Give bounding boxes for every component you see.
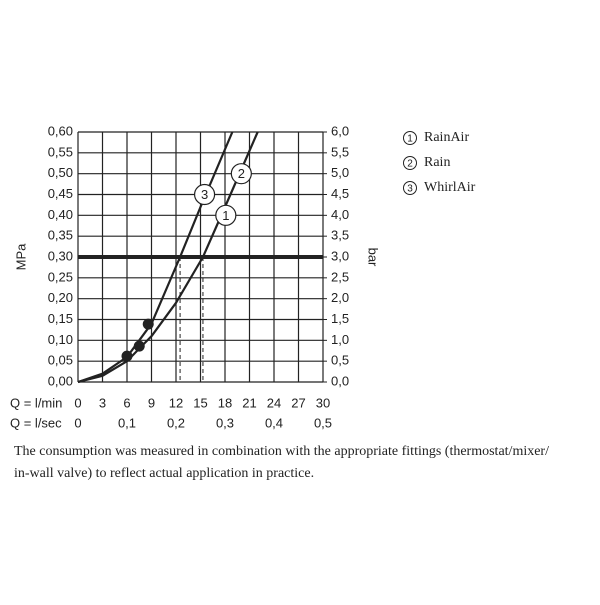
legend-label: Rain [424, 155, 450, 170]
y2-tick-label: 3,5 [331, 228, 349, 243]
annotation: 3 [201, 187, 208, 202]
x2-tick-label: 0,2 [167, 415, 185, 430]
x-axis-label: Q = l/min [10, 395, 62, 410]
legend-number: 2 [407, 159, 413, 170]
annotation-circle [193, 183, 216, 206]
y2-tick-label: 1,0 [331, 332, 349, 347]
y2-tick-label: 2,0 [331, 290, 349, 305]
annotation: 1 [222, 208, 229, 223]
footnote: in-wall valve) to reflect actual applica… [14, 466, 314, 481]
x-tick-label: 0 [74, 395, 81, 410]
x2-tick-label: 0,5 [314, 415, 332, 430]
y-tick-label: 0,55 [48, 144, 73, 159]
y-tick-label: 0,20 [48, 290, 73, 305]
x-tick-label: 6 [123, 395, 130, 410]
y2-tick-label: 3,0 [331, 248, 349, 263]
y-tick-label: 0,05 [48, 353, 73, 368]
x2-tick-label: 0,4 [265, 415, 283, 430]
legend-number: 1 [407, 134, 413, 145]
x-tick-label: 18 [218, 395, 232, 410]
x2-tick-label: 0,1 [118, 415, 136, 430]
annotation-circle [215, 204, 237, 226]
x-tick-label: 15 [193, 395, 207, 410]
x2-tick-label: 0,3 [216, 415, 234, 430]
y2-tick-label: 5,0 [331, 165, 349, 180]
y-tick-label: 0,35 [48, 228, 73, 243]
footnote: The consumption was measured in combinat… [14, 444, 549, 459]
y2-tick-label: 2,5 [331, 269, 349, 284]
legend-circle [403, 181, 417, 195]
legend-circle [403, 131, 417, 145]
y-axis-label: MPa [13, 243, 28, 271]
x-tick-label: 24 [267, 395, 281, 410]
x-tick-label: 12 [169, 395, 183, 410]
x-tick-label: 9 [148, 395, 155, 410]
y-tick-label: 0,00 [48, 373, 73, 388]
x2-tick-label: 0 [74, 415, 81, 430]
point [142, 318, 154, 330]
y-tick-label: 0,60 [48, 123, 73, 138]
y-tick-label: 0,50 [48, 165, 73, 180]
y-tick-label: 0,40 [48, 207, 73, 222]
y2-tick-label: 4,0 [331, 207, 349, 222]
y-tick-label: 0,15 [48, 311, 73, 326]
annotation: 2 [238, 166, 245, 181]
y2-tick-label: 0,5 [331, 353, 349, 368]
y2-tick-label: 6,0 [331, 123, 349, 138]
point [133, 340, 145, 352]
x2-axis-label: Q = l/sec [10, 415, 62, 430]
y2-tick-label: 4,5 [331, 186, 349, 201]
y2-axis-label: bar [366, 248, 381, 267]
y-tick-label: 0,45 [48, 186, 73, 201]
point [121, 350, 133, 362]
legend-label: RainAir [424, 130, 469, 145]
y2-tick-label: 1,5 [331, 311, 349, 326]
x-tick-label: 27 [291, 395, 305, 410]
x-tick-label: 21 [242, 395, 256, 410]
legend-circle [403, 156, 417, 170]
y2-tick-label: 0,0 [331, 373, 349, 388]
x-tick-label: 30 [316, 395, 330, 410]
legend-label: WhirlAir [424, 180, 476, 195]
y-tick-label: 0,25 [48, 269, 73, 284]
y-tick-label: 0,10 [48, 332, 73, 347]
x-tick-label: 3 [99, 395, 106, 410]
y-tick-label: 0,30 [48, 248, 73, 263]
annotation-circle [230, 163, 252, 185]
y2-tick-label: 5,5 [331, 144, 349, 159]
legend-number: 3 [407, 184, 413, 195]
